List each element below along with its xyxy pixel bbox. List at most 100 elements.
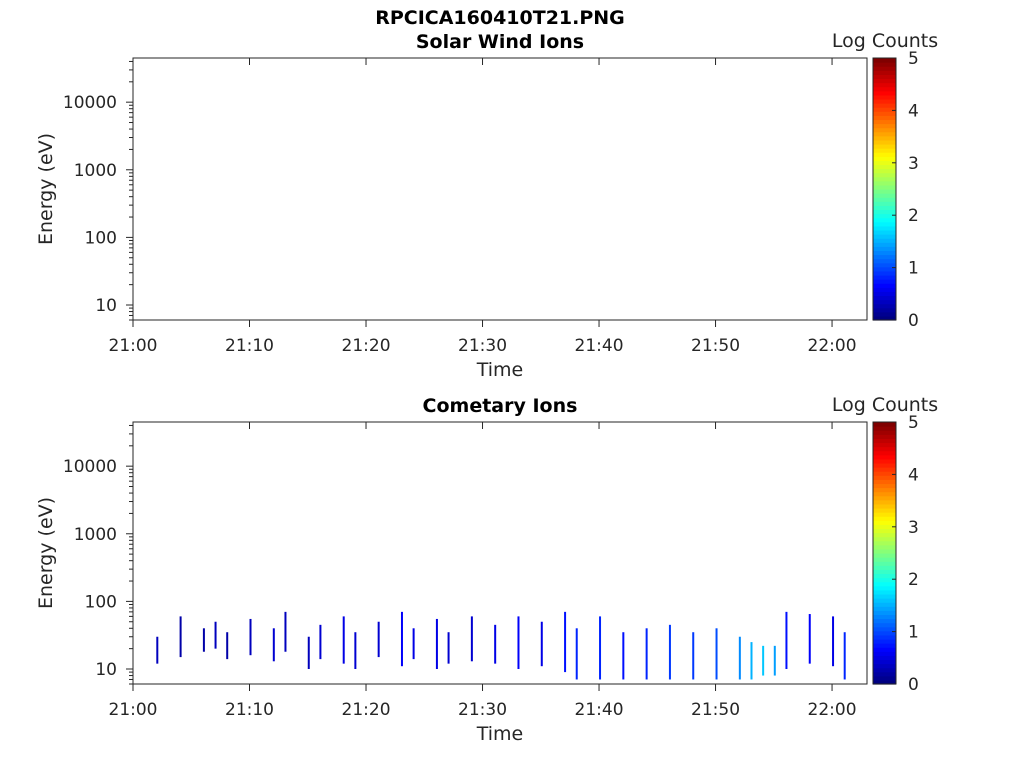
x-tick-label: 21:00: [109, 336, 158, 356]
colorbar-segment: [873, 283, 896, 288]
colorbar-segment: [873, 94, 896, 100]
colorbar-segment: [873, 238, 896, 243]
y-tick-label: 100: [85, 592, 117, 612]
colorbar-segment: [873, 90, 896, 96]
spectrogram-bin: [517, 616, 520, 670]
colorbar-segment: [873, 156, 896, 161]
colorbar-segment: [873, 499, 896, 505]
colorbar-segment: [873, 74, 896, 80]
colorbar-tick-label: 2: [908, 570, 919, 590]
spectrogram-bin: [272, 628, 275, 662]
colorbar-segment: [873, 303, 896, 309]
colorbar-segment: [873, 651, 896, 656]
colorbar-segment: [873, 565, 896, 570]
colorbar-segment: [873, 634, 896, 640]
colorbar-segment: [873, 70, 896, 75]
colorbar-segment: [873, 82, 896, 88]
x-tick-label: 21:10: [225, 700, 274, 720]
colorbar-segment: [873, 606, 896, 611]
colorbar-segment: [873, 311, 896, 317]
colorbar-tick-label: 0: [908, 675, 919, 695]
colorbar-segment: [873, 98, 896, 104]
colorbar-tick-label: 2: [908, 206, 919, 226]
colorbar-segment: [873, 201, 896, 206]
x-tick-label: 21:50: [691, 336, 740, 356]
solar-wind-panel-title: Solar Wind Ions: [416, 31, 584, 53]
cometary-y-ticks: 10 100 1000 10000: [63, 424, 133, 685]
colorbar-segment: [873, 234, 896, 239]
colorbar-segment: [873, 532, 896, 538]
x-tick-label: 21:20: [342, 700, 391, 720]
x-tick-label: 21:50: [691, 700, 740, 720]
y-tick-label: 10000: [63, 93, 117, 113]
figure-title: RPCICA160410T21.PNG: [375, 7, 625, 29]
colorbar-tick-label: 5: [908, 413, 919, 433]
colorbar-segment: [873, 614, 896, 620]
colorbar-segment: [873, 119, 896, 125]
spectrogram-bin: [773, 645, 776, 676]
colorbar-tick-label: 3: [908, 518, 919, 538]
spectrogram-bin: [832, 616, 835, 667]
spectrogram-bin: [342, 616, 345, 664]
spectrogram-bin: [494, 624, 497, 664]
solar-wind-colorbar-label: Log Counts: [832, 30, 938, 52]
spectrogram-bin: [307, 636, 310, 670]
spectrogram-bin: [377, 621, 380, 658]
colorbar-segment: [873, 524, 896, 530]
colorbar-segment: [873, 667, 896, 673]
colorbar-segment: [873, 217, 896, 223]
spectrogram-bin: [179, 616, 182, 658]
colorbar-segment: [873, 610, 896, 616]
colorbar-segment: [873, 638, 896, 644]
solar-wind-y-ticks: 10 100 1000 10000: [63, 60, 133, 321]
colorbar-segment: [873, 266, 896, 272]
solar-wind-x-axis-label: Time: [476, 359, 524, 381]
colorbar-segment: [873, 655, 896, 661]
x-tick-label: 21:40: [575, 336, 624, 356]
colorbar-segment: [873, 189, 896, 194]
x-tick-label: 21:00: [109, 700, 158, 720]
spectrogram-bin: [412, 628, 415, 660]
x-tick-label: 21:30: [458, 700, 507, 720]
colorbar-segment: [873, 585, 896, 591]
colorbar-segment: [873, 86, 896, 92]
spectrogram-bin: [785, 611, 788, 670]
colorbar-segment: [873, 434, 896, 439]
colorbar-segment: [873, 250, 896, 256]
spectrogram-bin: [226, 632, 229, 660]
x-tick-label: 21:30: [458, 336, 507, 356]
colorbar-segment: [873, 131, 896, 137]
colorbar-segment: [873, 307, 896, 313]
colorbar-segment: [873, 62, 896, 67]
solar-wind-plot-area: [132, 57, 868, 321]
colorbar-segment: [873, 446, 896, 452]
colorbar-segment: [873, 593, 896, 599]
cometary-colorbar: 0 1 2 3 4 5: [872, 413, 919, 695]
colorbar-segment: [873, 577, 896, 583]
spectrogram-bin: [284, 611, 287, 652]
colorbar-segment: [873, 242, 896, 247]
colorbar-segment: [873, 426, 896, 431]
colorbar-segment: [873, 107, 896, 112]
colorbar-segment: [873, 295, 896, 301]
spectrogram-bin: [645, 628, 648, 680]
colorbar-segment: [873, 143, 896, 149]
colorbar-segment: [873, 115, 896, 121]
colorbar-segment: [873, 659, 896, 665]
colorbar-segment: [873, 279, 896, 284]
colorbar-segment: [873, 254, 896, 260]
colorbar-segment: [873, 127, 896, 133]
cometary-panel-title: Cometary Ions: [423, 395, 578, 417]
colorbar-segment: [873, 66, 896, 71]
spectrogram-bin: [750, 642, 753, 680]
cometary-panel: Cometary Ions 21:00 21:10 21:20 21:30 21:40 2…: [35, 394, 938, 745]
spectrogram-bin: [843, 632, 846, 680]
spectrogram-bin: [249, 618, 252, 656]
colorbar-tick-label: 1: [908, 623, 919, 643]
colorbar-frame: [872, 57, 897, 321]
colorbar-segment: [873, 528, 896, 534]
colorbar-tick-label: 1: [908, 259, 919, 279]
colorbar-segment: [873, 663, 896, 669]
colorbar-segment: [873, 679, 896, 685]
colorbar-segment: [873, 78, 896, 84]
